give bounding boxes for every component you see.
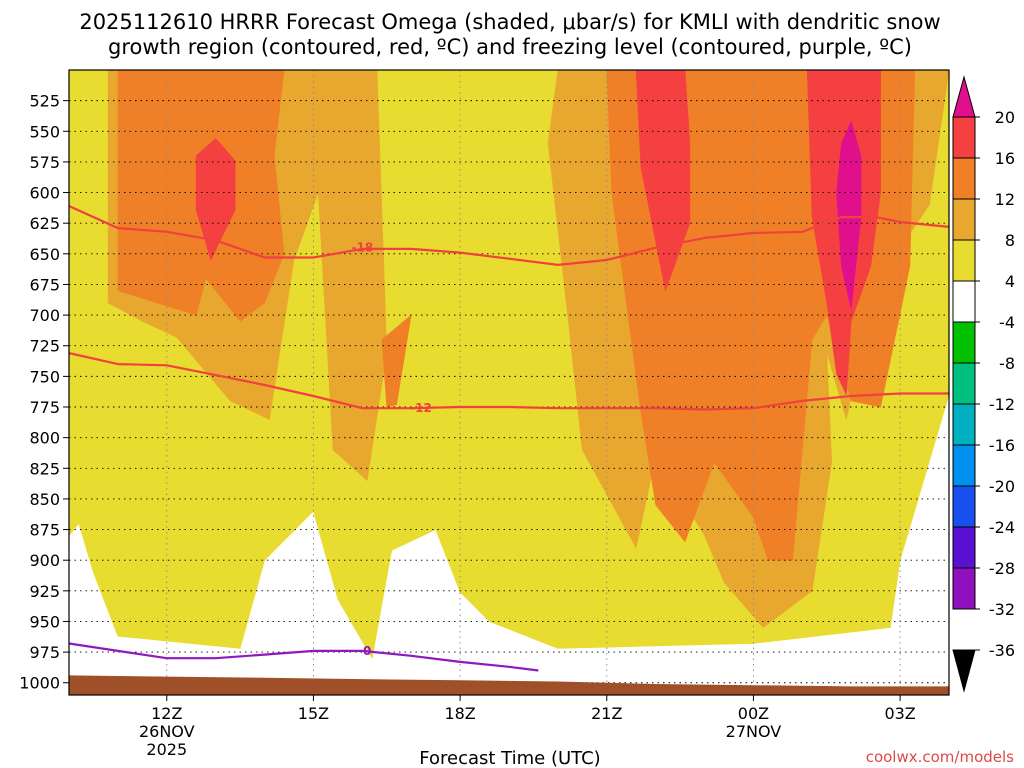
colorbar-label--16: -16 bbox=[989, 436, 1015, 455]
colorbar-label--12: -12 bbox=[989, 395, 1015, 414]
omega-shading bbox=[69, 70, 949, 660]
colorbar-label--36: -36 bbox=[989, 641, 1015, 660]
y-tick-label-1000: 1000 bbox=[19, 674, 60, 693]
colorbar-bin--12 bbox=[952, 362, 976, 405]
colorbar-label--32: -32 bbox=[989, 600, 1015, 619]
y-tick-label-975: 975 bbox=[29, 643, 60, 662]
contour-line-2 bbox=[69, 642, 539, 672]
plot-frame bbox=[68, 69, 950, 696]
y-axis: 525 550 575 600 625 650 675 700 725 750 775 800 825 8… bbox=[19, 92, 69, 693]
y-tick-label-825: 825 bbox=[29, 459, 60, 478]
colorbar-label-20: 20 bbox=[995, 108, 1015, 127]
x-tick-date-24: 27NOV bbox=[726, 722, 782, 741]
y-tick-label-700: 700 bbox=[29, 306, 60, 325]
y-tick-label-575: 575 bbox=[29, 153, 60, 172]
y-tick-label-875: 875 bbox=[29, 521, 60, 540]
colorbar-label-8: 8 bbox=[1005, 231, 1015, 250]
colorbar-bin-12 bbox=[952, 157, 976, 200]
y-tick-label-925: 925 bbox=[29, 582, 60, 601]
y-tick-label-800: 800 bbox=[29, 429, 60, 448]
y-tick-label-625: 625 bbox=[29, 214, 60, 233]
y-tick-label-650: 650 bbox=[29, 245, 60, 264]
y-tick-label-950: 950 bbox=[29, 612, 60, 631]
colorbar-bin-16 bbox=[952, 116, 976, 159]
colorbar-bin--32 bbox=[952, 567, 976, 610]
contour-label-2: 0 bbox=[363, 644, 371, 658]
omega-region-16-6 bbox=[195, 138, 236, 261]
colorbar-bin--4 bbox=[952, 280, 976, 323]
x-tick-label-18: 18Z bbox=[444, 704, 475, 723]
chart-title-line1: 2025112610 HRRR Forecast Omega (shaded, … bbox=[79, 10, 940, 34]
colorbar-label--4: -4 bbox=[999, 313, 1015, 332]
x-tick-label-27: 03Z bbox=[884, 704, 915, 723]
colorbar-bin--16 bbox=[952, 403, 976, 446]
temperature-contours: -18 -12 0 bbox=[69, 204, 949, 672]
omega-region-12-4 bbox=[381, 314, 412, 408]
y-tick-label-900: 900 bbox=[29, 551, 60, 570]
contour-line-0 bbox=[69, 204, 949, 266]
colorbar-bottom-arrow bbox=[952, 649, 976, 693]
y-tick-label-525: 525 bbox=[29, 92, 60, 111]
colorbar-label-12: 12 bbox=[995, 190, 1015, 209]
surface-terrain bbox=[69, 675, 949, 695]
credit-link[interactable]: coolwx.com/models bbox=[866, 748, 1014, 766]
chart-title-line2: growth region (contoured, red, ºC) and f… bbox=[108, 35, 912, 59]
contour-label-1: -12 bbox=[410, 401, 432, 415]
surface-terrain-fill bbox=[69, 675, 949, 695]
x-tick-label-15: 15Z bbox=[298, 704, 329, 723]
colorbar-label--24: -24 bbox=[989, 518, 1015, 537]
y-tick-label-775: 775 bbox=[29, 398, 60, 417]
y-tick-label-600: 600 bbox=[29, 184, 60, 203]
colorbar-bin-4 bbox=[952, 239, 976, 282]
colorbar-label--28: -28 bbox=[989, 559, 1015, 578]
colorbar-bin--24 bbox=[952, 485, 976, 528]
y-tick-label-550: 550 bbox=[29, 122, 60, 141]
y-tick-label-750: 750 bbox=[29, 367, 60, 386]
colorbar-label-16: 16 bbox=[995, 149, 1015, 168]
colorbar: 20 16 12 8 4 -4 -8 -12 -16 -20 -24 -28 -32 -36 bbox=[952, 75, 1015, 693]
y-tick-label-675: 675 bbox=[29, 275, 60, 294]
colorbar-bin--8 bbox=[952, 321, 976, 364]
colorbar-label--20: -20 bbox=[989, 477, 1015, 496]
contour-label-0: -18 bbox=[351, 241, 373, 255]
colorbar-top-arrow bbox=[952, 75, 976, 118]
x-tick-label-24: 00Z bbox=[738, 704, 769, 723]
colorbar-label--8: -8 bbox=[999, 354, 1015, 373]
colorbar-bin-8 bbox=[952, 198, 976, 241]
plot-area: -18 -12 0 bbox=[69, 70, 949, 695]
x-tick-label-12: 12Z bbox=[151, 704, 182, 723]
omega-region-16-7 bbox=[635, 70, 691, 292]
contour-line-1 bbox=[69, 352, 949, 411]
x-tick-year-12: 2025 bbox=[146, 740, 187, 759]
colorbar-label-4: 4 bbox=[1005, 272, 1015, 291]
y-tick-label-850: 850 bbox=[29, 490, 60, 509]
colorbar-bin--20 bbox=[952, 444, 976, 487]
y-tick-label-725: 725 bbox=[29, 337, 60, 356]
x-axis-label: Forecast Time (UTC) bbox=[419, 748, 600, 768]
x-tick-label-21: 21Z bbox=[591, 704, 622, 723]
colorbar-bin--28 bbox=[952, 526, 976, 569]
omega-region-20-9 bbox=[836, 120, 862, 310]
x-tick-date-12: 26NOV bbox=[139, 722, 195, 741]
